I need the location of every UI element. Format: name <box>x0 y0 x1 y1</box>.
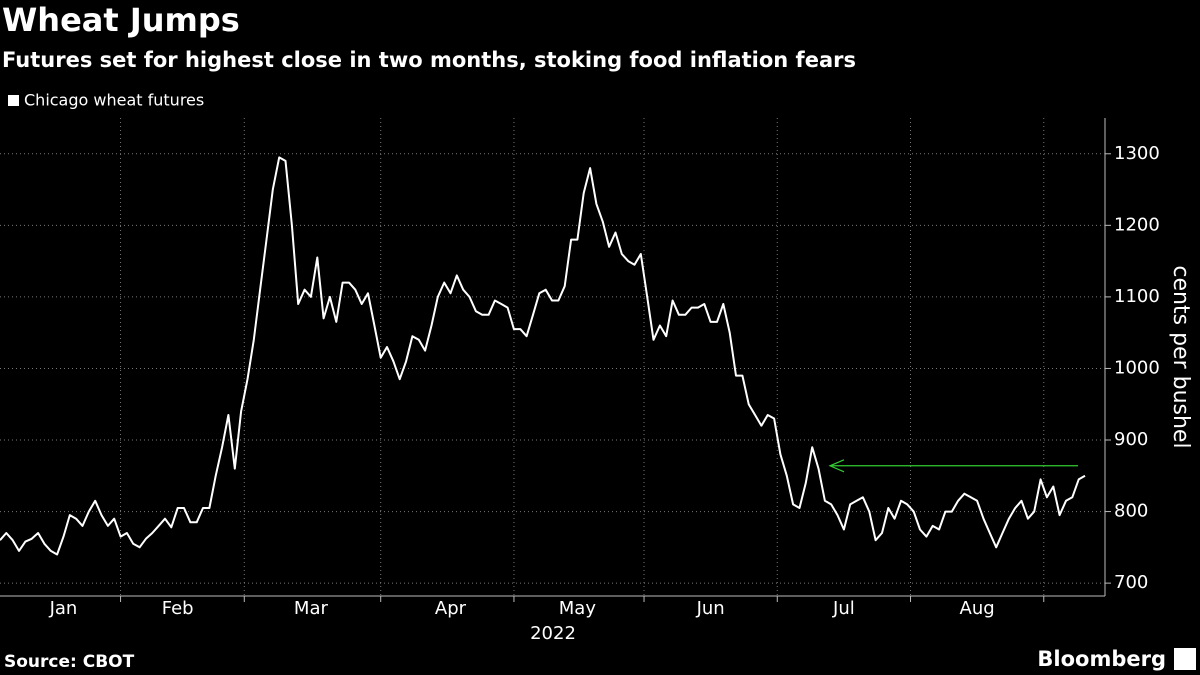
y-axis-label: cents per bushel <box>1168 265 1193 448</box>
source: Source: CBOT <box>4 652 135 672</box>
x-tick-label: Apr <box>435 598 467 619</box>
arrow-head <box>828 459 845 473</box>
y-tick-label: 700 <box>1114 572 1148 593</box>
price-line <box>0 156 1086 556</box>
chart-subtitle: Futures set for highest close in two mon… <box>2 48 856 72</box>
y-tick-label: 800 <box>1114 501 1148 522</box>
chart-title: Wheat Jumps <box>2 1 240 39</box>
y-tick-label: 1300 <box>1114 143 1160 164</box>
x-tick-label: Mar <box>294 598 329 619</box>
legend-swatch <box>8 95 19 106</box>
y-tick-label: 1100 <box>1114 286 1160 307</box>
y-tick-label: 1000 <box>1114 357 1160 378</box>
legend-label: Chicago wheat futures <box>24 91 204 110</box>
brand-icon <box>1174 648 1196 670</box>
x-tick-label: Jul <box>832 598 855 619</box>
y-tick-label: 1200 <box>1114 214 1160 235</box>
y-tick-label: 900 <box>1114 429 1148 450</box>
x-tick-label: Jan <box>49 598 78 619</box>
x-tick-label: Aug <box>960 598 995 619</box>
brand: Bloomberg <box>1037 647 1166 671</box>
x-tick-label: Jun <box>696 598 725 619</box>
x-tick-label: Feb <box>162 598 194 619</box>
x-tick-label: May <box>559 598 597 619</box>
x-axis-label: 2022 <box>530 623 576 644</box>
